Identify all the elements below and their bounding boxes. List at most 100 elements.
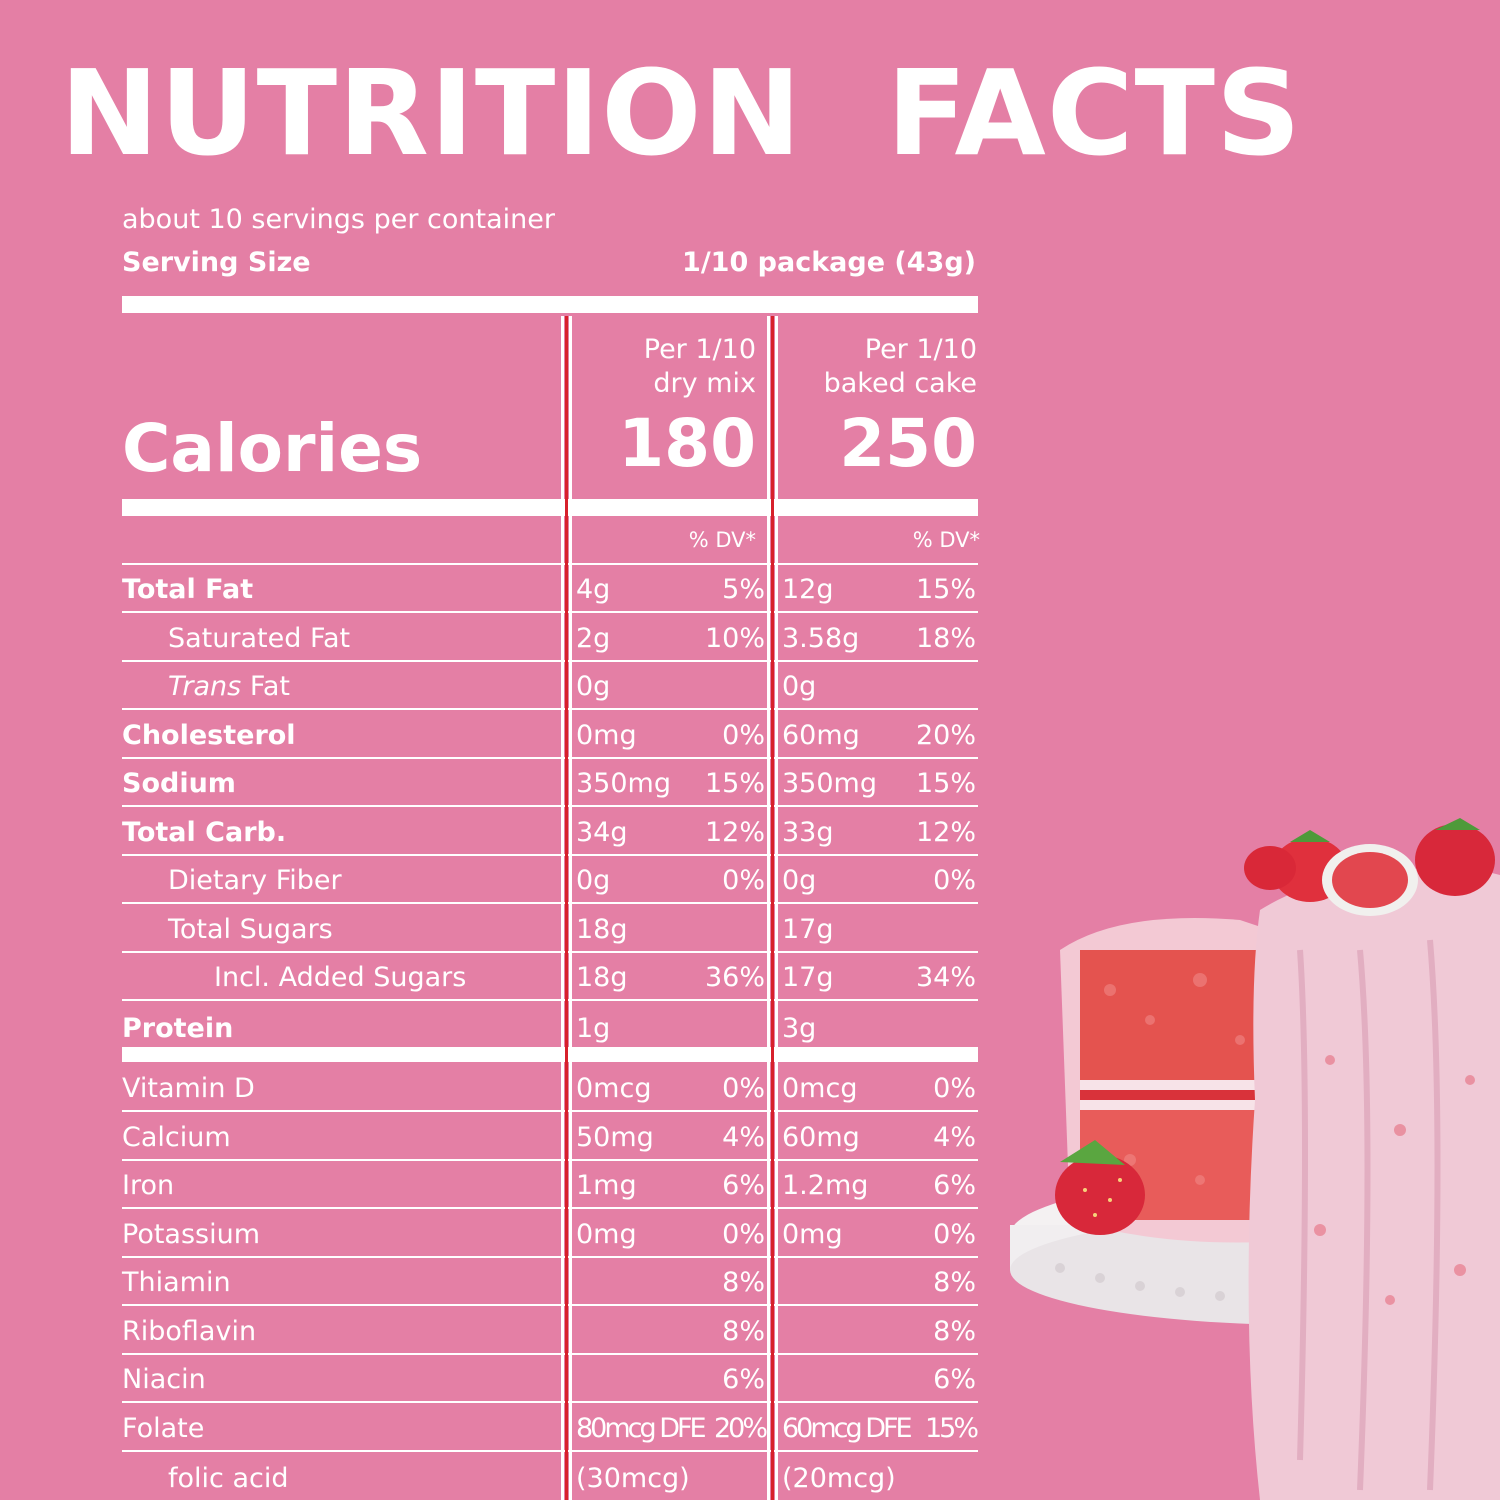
calories-baked-cake: 250 xyxy=(839,405,977,482)
nutrient-label: Saturated Fat xyxy=(168,622,351,654)
page-title: NUTRITION FACTS xyxy=(60,44,1302,182)
servings-per-container: about 10 servings per container xyxy=(122,204,555,235)
nutrient-label: Calcium xyxy=(122,1121,231,1153)
dry-mix-amount: 0mcg xyxy=(576,1073,652,1104)
nutrient-row: Trans Fat 0g 0g xyxy=(122,662,978,710)
baked-cake-amount: (20mcg) xyxy=(782,1463,896,1494)
baked-cake-dv: 15% xyxy=(915,768,976,799)
dry-mix-dv: 0% xyxy=(722,719,765,751)
calories-label: Calories xyxy=(122,410,423,487)
dry-mix-amount: 80mcg DFE xyxy=(576,1412,707,1444)
nutrient-label: Sodium xyxy=(122,768,236,799)
baked-cake-dv: 18% xyxy=(915,622,976,654)
nutrient-label: Thiamin xyxy=(122,1267,231,1298)
baked-cake-amount: 60mg xyxy=(782,719,860,751)
nutrient-row: Saturated Fat 2g 10% 3.58g 18% xyxy=(122,614,978,662)
baked-cake-amount: 33g xyxy=(782,816,834,848)
baked-cake-dv: 0% xyxy=(933,1218,976,1250)
dry-mix-amount: 2g xyxy=(576,622,611,654)
nutrient-label: Iron xyxy=(122,1170,175,1201)
baked-cake-amount: 350mg xyxy=(782,768,877,799)
baked-cake-dv: 15% xyxy=(915,574,976,605)
baked-cake-dv: 15% xyxy=(924,1412,979,1444)
dry-mix-amount: 0g xyxy=(576,865,611,896)
nutrient-label: Incl. Added Sugars xyxy=(214,962,467,993)
dry-mix-dv: 20% xyxy=(713,1412,768,1444)
nutrient-label: Protein xyxy=(122,1012,234,1044)
nutrient-row: Total Sugars 18g 17g xyxy=(122,905,978,953)
column-divider-baked-cake xyxy=(767,316,778,1500)
nutrient-label: Total Sugars xyxy=(168,913,333,945)
nutrient-label-italic: Trans xyxy=(168,671,242,702)
dry-mix-amount: 18g xyxy=(576,962,628,993)
nutrient-row: folic acid (30mcg) (20mcg) xyxy=(122,1452,978,1500)
baked-cake-dv: 34% xyxy=(915,962,976,993)
baked-cake-amount: 3g xyxy=(782,1012,817,1044)
baked-cake-amount: 0mcg xyxy=(782,1073,858,1104)
dry-mix-amount: 4g xyxy=(576,574,611,605)
nutrient-label: Dietary Fiber xyxy=(168,865,342,896)
dry-mix-amount: 1mg xyxy=(576,1170,637,1201)
nutrient-label: Vitamin D xyxy=(122,1073,255,1104)
baked-cake-dv: 0% xyxy=(933,865,976,896)
column-header-baked-cake: Per 1/10 baked cake xyxy=(823,334,977,399)
nutrient-row: Incl. Added Sugars 18g 36% 17g 34% xyxy=(122,953,978,1001)
nutrient-row: Folate 80mcg DFE 20% 60mcg DFE 15% xyxy=(122,1404,979,1452)
baked-cake-amount: 60mg xyxy=(782,1121,860,1153)
dry-mix-dv: 0% xyxy=(722,865,765,896)
baked-cake-amount: 0g xyxy=(782,865,817,896)
dv-header-dry-mix: % DV* xyxy=(688,528,756,552)
baked-cake-amount: 0g xyxy=(782,671,817,702)
baked-cake-dv: 6% xyxy=(933,1364,976,1395)
baked-cake-amount: 17g xyxy=(782,913,834,945)
dry-mix-dv: 36% xyxy=(704,962,765,993)
serving-size-value: 1/10 package (43g) xyxy=(682,247,976,278)
nutrient-row: Cholesterol 0mg 0% 60mg 20% xyxy=(122,711,978,759)
nutrient-row: Vitamin D 0mcg 0% 0mcg 0% xyxy=(122,1064,978,1112)
dry-mix-dv: 8% xyxy=(722,1267,765,1298)
dry-mix-dv: 10% xyxy=(704,622,765,654)
nutrient-row: Dietary Fiber 0g 0% 0g 0% xyxy=(122,856,978,904)
column-divider-dry-mix xyxy=(561,316,572,1500)
baked-cake-amount: 12g xyxy=(782,574,834,605)
dry-mix-amount: 18g xyxy=(576,913,628,945)
dv-header-baked-cake: % DV* xyxy=(912,528,980,552)
nutrient-row: Niacin 6% 6% xyxy=(122,1355,978,1403)
column-header-dry-mix: Per 1/10 dry mix xyxy=(643,334,756,399)
baked-cake-amount: 0mg xyxy=(782,1218,843,1250)
dry-mix-dv: 8% xyxy=(722,1315,765,1347)
nutrient-row: Protein 1g 3g xyxy=(122,1002,978,1050)
thick-divider-top xyxy=(122,296,978,313)
baked-cake-dv: 4% xyxy=(933,1121,976,1153)
nutrient-row: Iron 1mg 6% 1.2mg 6% xyxy=(122,1161,978,1209)
nutrient-row: Total Carb. 34g 12% 33g 12% xyxy=(122,808,978,856)
nutrient-label: Total Fat xyxy=(122,574,254,605)
dry-mix-dv: 0% xyxy=(722,1073,765,1104)
calories-dry-mix: 180 xyxy=(618,405,756,482)
dry-mix-dv: 5% xyxy=(722,574,765,605)
baked-cake-amount: 17g xyxy=(782,962,834,993)
baked-cake-amount: 60mcg DFE xyxy=(782,1412,913,1444)
nutrient-label: Potassium xyxy=(122,1218,261,1250)
dry-mix-amount: (30mcg) xyxy=(576,1463,690,1494)
thick-divider-vitamins xyxy=(122,1047,978,1062)
baked-cake-dv: 8% xyxy=(933,1267,976,1298)
dry-mix-dv: 12% xyxy=(704,816,765,848)
nutrient-label: Folate xyxy=(122,1412,205,1444)
baked-cake-amount: 3.58g xyxy=(782,622,860,654)
nutrient-label: Niacin xyxy=(122,1364,206,1395)
dry-mix-dv: 0% xyxy=(722,1218,765,1250)
nutrient-row: Calcium 50mg 4% 60mg 4% xyxy=(122,1113,978,1161)
dry-mix-amount: 50mg xyxy=(576,1121,654,1153)
nutrient-row: Total Fat 4g 5% 12g 15% xyxy=(122,565,978,613)
dry-mix-amount: 0mg xyxy=(576,719,637,751)
nutrient-label: Total Carb. xyxy=(122,816,287,848)
dry-mix-amount: 0g xyxy=(576,671,611,702)
dry-mix-amount: 1g xyxy=(576,1012,611,1044)
strawberry-cake-image xyxy=(1010,818,1500,1500)
nutrient-label: Cholesterol xyxy=(122,719,296,751)
dry-mix-amount: 0mg xyxy=(576,1218,637,1250)
nutrient-row: Potassium 0mg 0% 0mg 0% xyxy=(122,1210,978,1258)
nutrient-row: Riboflavin 8% 8% xyxy=(122,1307,978,1355)
dry-mix-amount: 34g xyxy=(576,816,628,848)
